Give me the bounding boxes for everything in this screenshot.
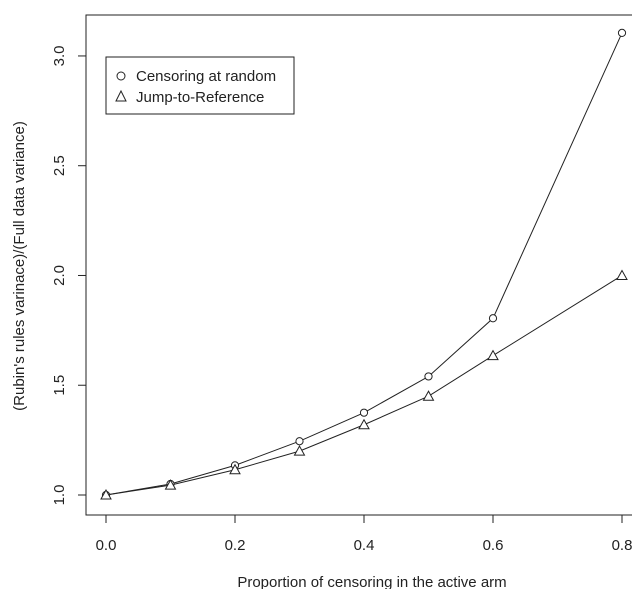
x-axis: 0.0 0.2 0.4 0.6 0.8 [96, 514, 632, 554]
y-tick-label: 3.0 [51, 46, 68, 67]
data-point-triangle [229, 463, 241, 475]
legend: Censoring at random Jump-to-Reference [105, 56, 295, 115]
y-tick-label: 1.0 [51, 485, 68, 506]
series-line-1 [105, 32, 623, 496]
y-tick-label: 2.5 [51, 155, 68, 176]
series-layer [100, 28, 628, 500]
legend-circle-marker [116, 71, 126, 81]
x-axis-label: Proportion of censoring in the active ar… [237, 574, 506, 589]
x-tick-label: 0.8 [612, 537, 632, 554]
data-point-triangle [100, 488, 112, 500]
data-point-triangle [164, 479, 177, 490]
y-tick-label: 2.0 [51, 265, 68, 286]
x-tick-label: 0.2 [225, 537, 246, 554]
data-point-circle [295, 437, 304, 446]
y-axis-label: (Rubin's rules varinace)/(Full data vari… [11, 121, 28, 411]
data-point-triangle [422, 390, 435, 401]
data-point-triangle [293, 445, 306, 456]
x-tick-label: 0.6 [483, 537, 504, 554]
legend-triangle-marker [115, 89, 127, 102]
data-point-circle [617, 28, 627, 38]
data-point-triangle [487, 349, 499, 361]
data-point-circle [488, 314, 498, 323]
y-axis: 1.0 1.5 2.0 2.5 3.0 [51, 46, 87, 506]
legend-box [105, 56, 295, 115]
data-point-triangle [358, 418, 370, 430]
legend-label-jump-to-reference: Jump-to-Reference [136, 89, 264, 106]
data-point-triangle [616, 269, 628, 280]
legend-label-censoring-at-random: Censoring at random [136, 68, 276, 85]
x-tick-label: 0.0 [96, 537, 117, 554]
x-tick-label: 0.4 [354, 537, 375, 554]
series-line-2 [105, 275, 623, 496]
y-tick-label: 1.5 [51, 375, 68, 396]
data-point-circle [359, 408, 369, 417]
data-point-circle [424, 372, 433, 381]
